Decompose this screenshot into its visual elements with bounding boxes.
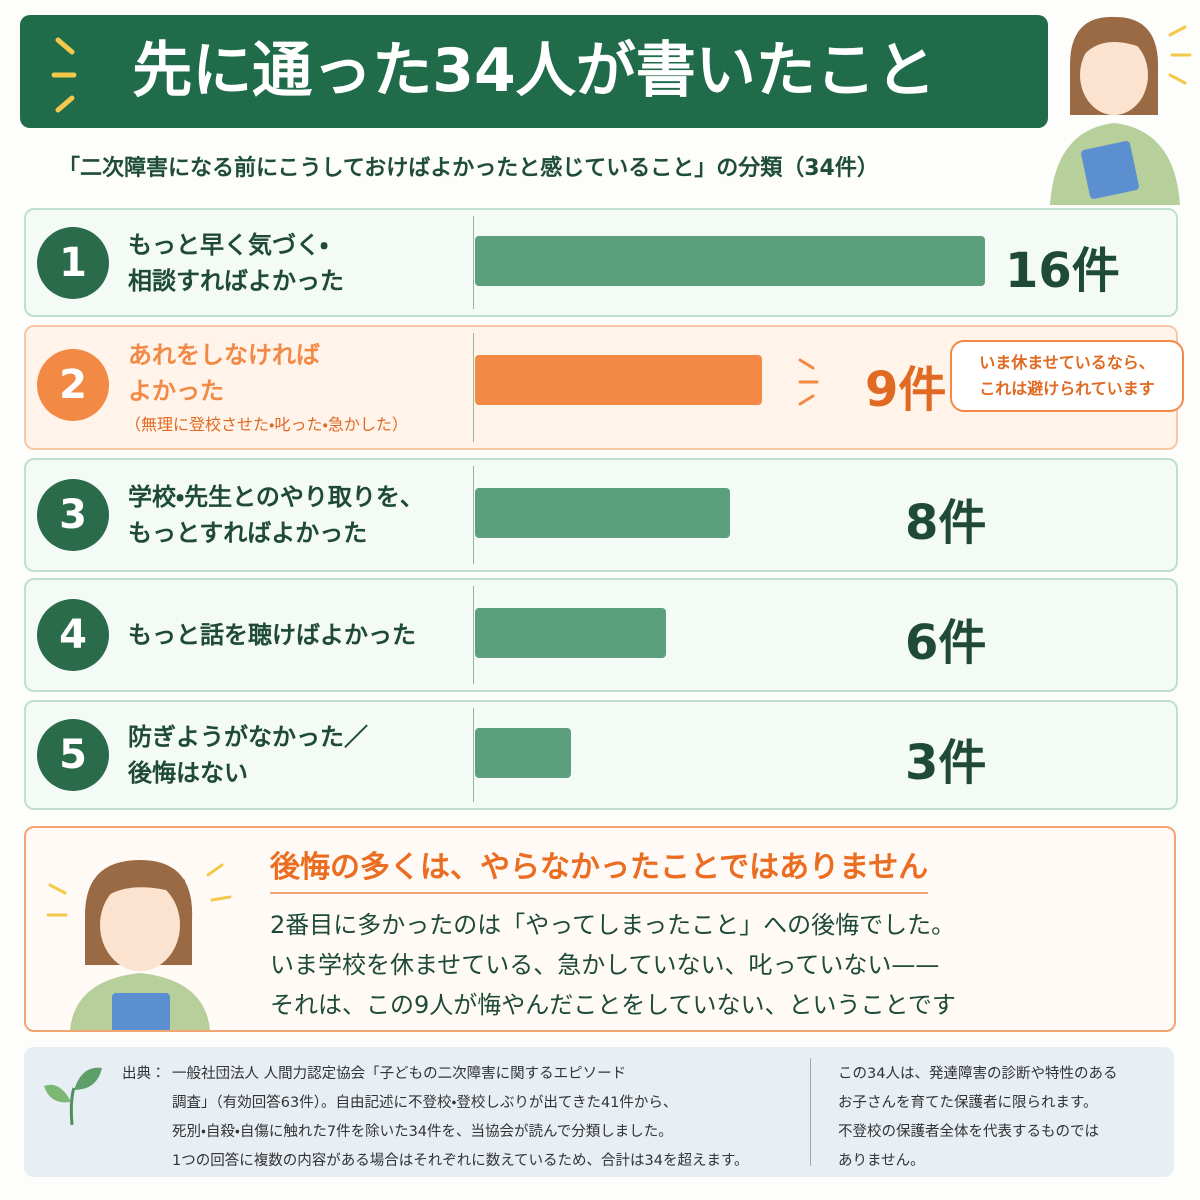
bar — [475, 235, 985, 286]
footnote-text: ありません。 — [838, 1153, 925, 1169]
divider — [473, 708, 474, 802]
leaf-icon — [44, 1067, 102, 1126]
category-label: もっと話を聴けばよかった — [128, 621, 416, 649]
rank-badge: 2 — [37, 349, 109, 421]
source-text: 1つの回答に複数の内容がある場合はそれぞれに数えているため、合計は34を超えます… — [172, 1153, 749, 1169]
illustration-person — [46, 860, 232, 1030]
rank-badge: 1 — [37, 226, 109, 299]
footnote-text: お子さんを育てた保護者に限られます。 — [838, 1095, 1098, 1111]
footer-box — [24, 1047, 1174, 1177]
value-label: 3件 — [905, 735, 987, 791]
category-note: （無理に登校させた・叱った・急かした） — [125, 415, 408, 434]
category-label: もっと早く気づく・ 相談すればよかった — [128, 230, 344, 295]
callout: いま休ませているなら、 これは避けられています — [950, 340, 1184, 412]
divider — [473, 333, 474, 442]
source-label: 出典： — [122, 1066, 166, 1082]
message-text: それは、この9人が悔やんだことをしていない、ということです — [270, 991, 956, 1019]
value-label: 16件 — [1005, 242, 1120, 299]
title-banner — [20, 15, 1048, 128]
category-label: あれをしなければ よかった — [128, 341, 320, 405]
subtitle: 「二次障害になる前にこうしておけばよかったと感じていること」の分類（34件） — [58, 156, 879, 181]
footnote-text: 不登校の保護者全体を代表するものでは — [838, 1124, 1099, 1140]
source-text: 一般社団法人 人間力認定協会「子どもの二次障害に関するエピソード — [172, 1066, 627, 1082]
value-label: 8件 — [905, 495, 987, 551]
category-label: 学校・先生とのやり取りを、 もっとすればよかった — [128, 483, 424, 547]
decoration — [51, 37, 77, 113]
bar — [475, 608, 667, 658]
value-label: 6件 — [905, 615, 987, 671]
rank-badge: 3 — [37, 479, 109, 551]
bar — [475, 354, 762, 405]
illustration-person — [1050, 16, 1192, 205]
message-text: いま学校を休ませている、急かしていない、叱っていない—— — [270, 951, 940, 979]
rank-badge: 4 — [37, 599, 109, 671]
message-heading: 後悔の多くは、やらなかったことではありません — [270, 842, 929, 894]
category-label: 防ぎようがなかった／ 後悔はない — [128, 723, 368, 787]
value-label: 9件 — [865, 361, 947, 418]
source-text: 死別・自殺・自傷に触れた7件を除いた34件を、当協会が読んで分類しました。 — [172, 1124, 673, 1140]
divider — [473, 466, 474, 564]
rank-badge: 5 — [37, 719, 109, 791]
message-box — [24, 826, 1176, 1032]
title: 先に通った34人が書いたこと — [132, 36, 936, 106]
footnote-text: この34人は、発達障害の診断や特性のある — [838, 1066, 1118, 1082]
chart-row — [24, 700, 1178, 810]
bar — [475, 728, 571, 778]
bar — [475, 488, 730, 538]
source-text: 調査」（有効回答63件）。自由記述に不登校・登校しぶりが出てきた41件から、 — [172, 1095, 678, 1111]
divider — [473, 586, 474, 684]
divider — [473, 216, 474, 309]
decoration — [798, 358, 819, 406]
message-text: 2番目に多かったのは「やってしまったこと」への後悔でした。 — [270, 911, 956, 939]
